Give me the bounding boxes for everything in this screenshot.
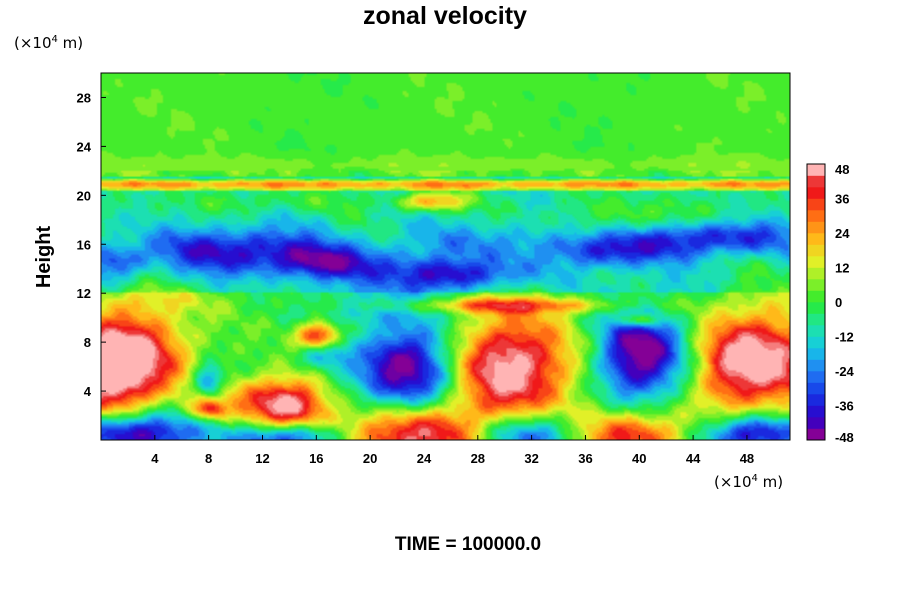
y-axis-unit: (×104 m) bbox=[14, 34, 83, 52]
x-tick-label: 8 bbox=[205, 451, 212, 466]
colorbar-band bbox=[807, 198, 825, 211]
x-tick-label: 24 bbox=[417, 451, 432, 466]
colorbar-band bbox=[807, 394, 825, 406]
colorbar-tick-label: 12 bbox=[835, 261, 849, 276]
heatmap-image bbox=[101, 73, 790, 440]
colorbar-band bbox=[807, 221, 825, 234]
colorbar-tick-label: 24 bbox=[835, 226, 850, 241]
colorbar-tick-label: -48 bbox=[835, 430, 854, 445]
colorbar-band bbox=[807, 290, 825, 303]
time-label: TIME = 100000.0 bbox=[395, 534, 541, 555]
x-tick-label: 44 bbox=[686, 451, 701, 466]
x-tick-label: 20 bbox=[363, 451, 377, 466]
chart-title: zonal velocity bbox=[363, 2, 527, 30]
colorbar-band bbox=[807, 175, 825, 188]
y-tick-label: 20 bbox=[77, 188, 91, 203]
colorbar-band bbox=[807, 256, 825, 268]
colorbar-band bbox=[807, 428, 825, 441]
colorbar-band bbox=[807, 313, 825, 326]
x-tick-label: 4 bbox=[151, 451, 159, 466]
colorbar-band bbox=[807, 267, 825, 280]
colorbar-band bbox=[807, 336, 825, 349]
colorbar-frame bbox=[806, 163, 826, 441]
y-tick-label: 28 bbox=[77, 90, 91, 105]
colorbar-bands bbox=[807, 164, 825, 441]
colorbar-band bbox=[807, 302, 825, 314]
y-tick-label: 24 bbox=[77, 139, 92, 154]
colorbar-band bbox=[807, 348, 825, 360]
colorbar-band bbox=[807, 187, 825, 199]
colorbar-tick-label: -24 bbox=[835, 364, 855, 379]
colorbar-band bbox=[807, 325, 825, 337]
x-tick-label: 40 bbox=[632, 451, 646, 466]
heatmap-plot bbox=[100, 72, 791, 441]
colorbar-band bbox=[807, 164, 825, 176]
y-axis-label: Height bbox=[33, 226, 55, 289]
y-axis-ticks: 4 8 12 16 20 24 28 bbox=[77, 90, 106, 399]
colorbar-band bbox=[807, 210, 825, 222]
colorbar-tick-label: -12 bbox=[835, 330, 854, 345]
colorbar-band bbox=[807, 359, 825, 372]
x-axis-unit: (×104 m) bbox=[714, 473, 783, 491]
colorbar: 48 36 24 12 0 -12 -24 -36 -48 bbox=[806, 162, 855, 445]
x-tick-label: 16 bbox=[309, 451, 323, 466]
y-tick-label: 12 bbox=[77, 286, 91, 301]
x-tick-label: 12 bbox=[255, 451, 269, 466]
colorbar-band bbox=[807, 417, 825, 429]
colorbar-band bbox=[807, 405, 825, 418]
x-tick-label: 28 bbox=[471, 451, 485, 466]
y-tick-label: 8 bbox=[84, 335, 91, 350]
colorbar-band bbox=[807, 371, 825, 383]
colorbar-tick-label: -36 bbox=[835, 399, 854, 414]
colorbar-tick-label: 36 bbox=[835, 192, 849, 207]
x-tick-label: 48 bbox=[740, 451, 754, 466]
x-tick-label: 36 bbox=[578, 451, 592, 466]
x-tick-label: 32 bbox=[524, 451, 538, 466]
colorbar-tick-label: 0 bbox=[835, 295, 842, 310]
colorbar-tick-label: 48 bbox=[835, 162, 849, 177]
y-tick-label: 16 bbox=[77, 237, 91, 252]
x-axis-ticks: 4 8 12 16 20 24 28 32 36 40 44 48 bbox=[151, 435, 754, 466]
colorbar-band bbox=[807, 382, 825, 395]
plot-frame bbox=[100, 72, 791, 441]
colorbar-ticks: 48 36 24 12 0 -12 -24 -36 -48 bbox=[835, 162, 855, 445]
colorbar-band bbox=[807, 233, 825, 245]
y-tick-label: 4 bbox=[84, 384, 92, 399]
colorbar-band bbox=[807, 279, 825, 291]
colorbar-band bbox=[807, 244, 825, 257]
